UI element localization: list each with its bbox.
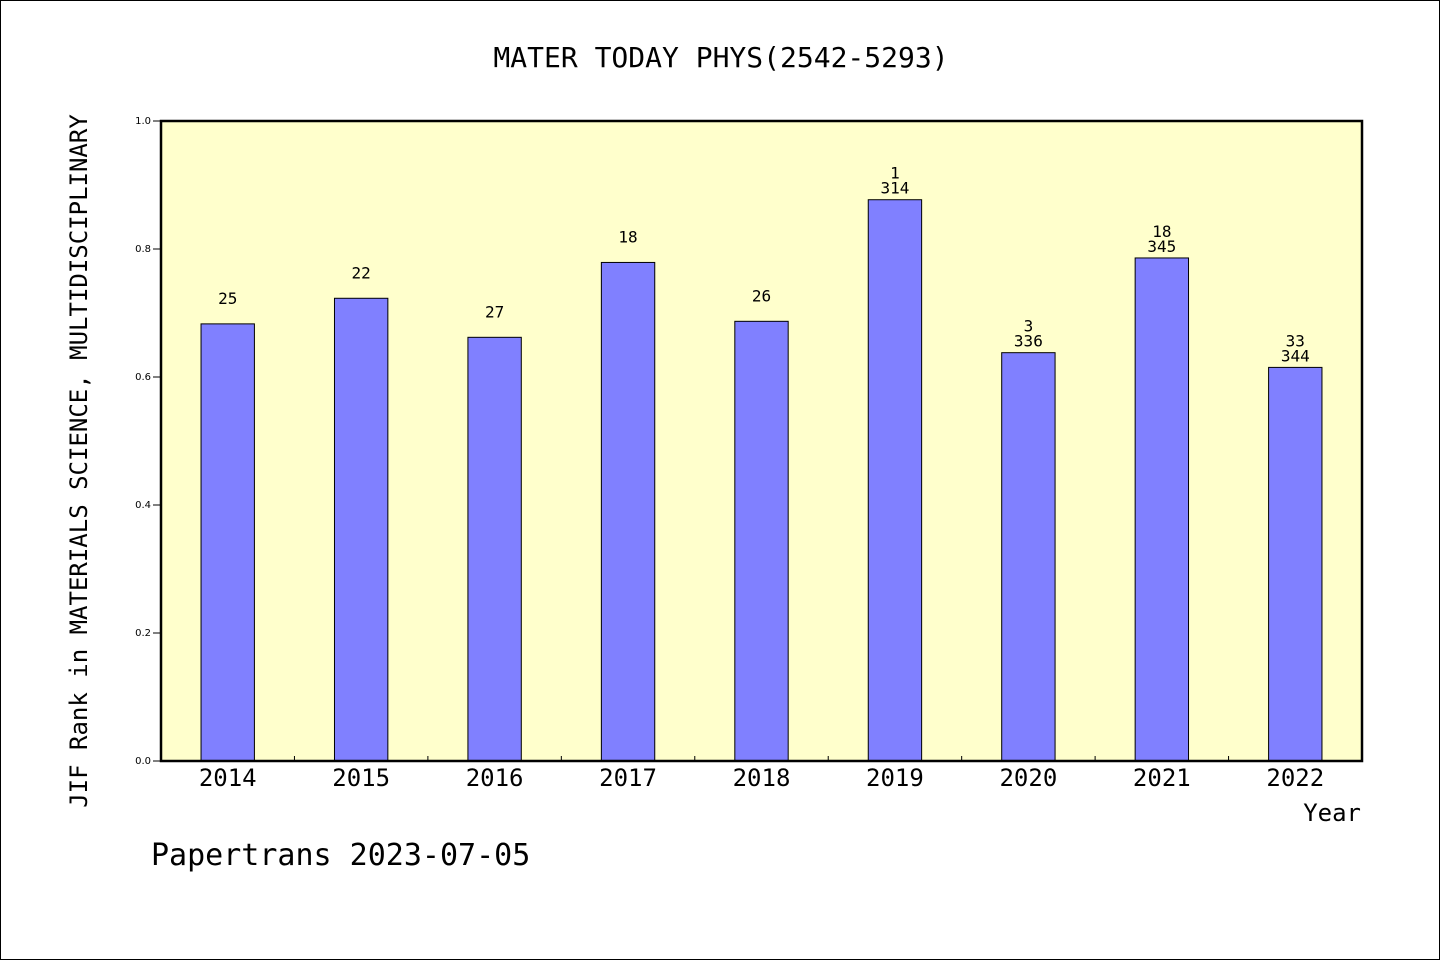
bar-label: 18 — [618, 227, 637, 246]
y-axis-label: JIF Rank in MATERIALS SCIENCE, MULTIDISC… — [65, 114, 93, 808]
bar-label: 344 — [1281, 346, 1310, 365]
bar-2015 — [333, 297, 389, 762]
x-tick-label: 2016 — [466, 764, 524, 792]
x-tick-label: 2017 — [599, 764, 657, 792]
bar-label: 22 — [352, 263, 371, 282]
x-tick-label: 2020 — [999, 764, 1057, 792]
y-axis-ticks: 0.0 0.2 0.4 0.6 0.8 1.0 — [135, 116, 161, 767]
bar-label: 1 — [890, 164, 900, 183]
y-tick-label: 0.8 — [135, 244, 151, 255]
x-tick-label: 2022 — [1266, 764, 1324, 792]
bar-2014 — [200, 323, 255, 762]
bar-label: 26 — [752, 286, 771, 305]
x-tick-label: 2014 — [199, 764, 257, 792]
chart-title: MATER TODAY PHYS(2542-5293) — [493, 41, 948, 74]
bar-label: 27 — [485, 302, 504, 321]
y-tick-label: 0.4 — [135, 500, 151, 511]
bar-2019 — [867, 199, 923, 762]
bar-label: 345 — [1147, 237, 1176, 256]
bar-2022 — [1268, 366, 1323, 762]
y-tick-label: 1.0 — [135, 116, 151, 127]
bar-2017 — [600, 261, 656, 762]
x-tick-label: 2021 — [1133, 764, 1191, 792]
x-tick-label: 2018 — [733, 764, 791, 792]
x-tick-label: 2015 — [332, 764, 390, 792]
bar-2020 — [1001, 352, 1056, 762]
bar-label: 25 — [218, 289, 237, 308]
bar-2016 — [467, 336, 522, 762]
x-axis-ticks: 2014 2015 2016 2017 2018 2019 2020 2021 2022 — [199, 756, 1324, 792]
y-tick-label: 0.2 — [135, 628, 151, 639]
y-tick-label: 0.6 — [135, 372, 151, 383]
x-axis-label: Year — [1303, 799, 1361, 827]
bar-label: 314 — [880, 179, 909, 198]
x-tick-label: 2019 — [866, 764, 924, 792]
footer-credit: Papertrans 2023-07-05 — [151, 838, 530, 873]
bar-2021 — [1134, 257, 1190, 762]
y-tick-label: 0.0 — [135, 756, 151, 767]
bar-label: 336 — [1014, 332, 1043, 351]
bar-label: 3 — [1024, 317, 1034, 336]
bar-label: 18 — [1152, 222, 1171, 241]
plot-border — [159, 119, 1364, 763]
bar-2018 — [734, 320, 789, 762]
bar-label: 33 — [1286, 331, 1305, 350]
